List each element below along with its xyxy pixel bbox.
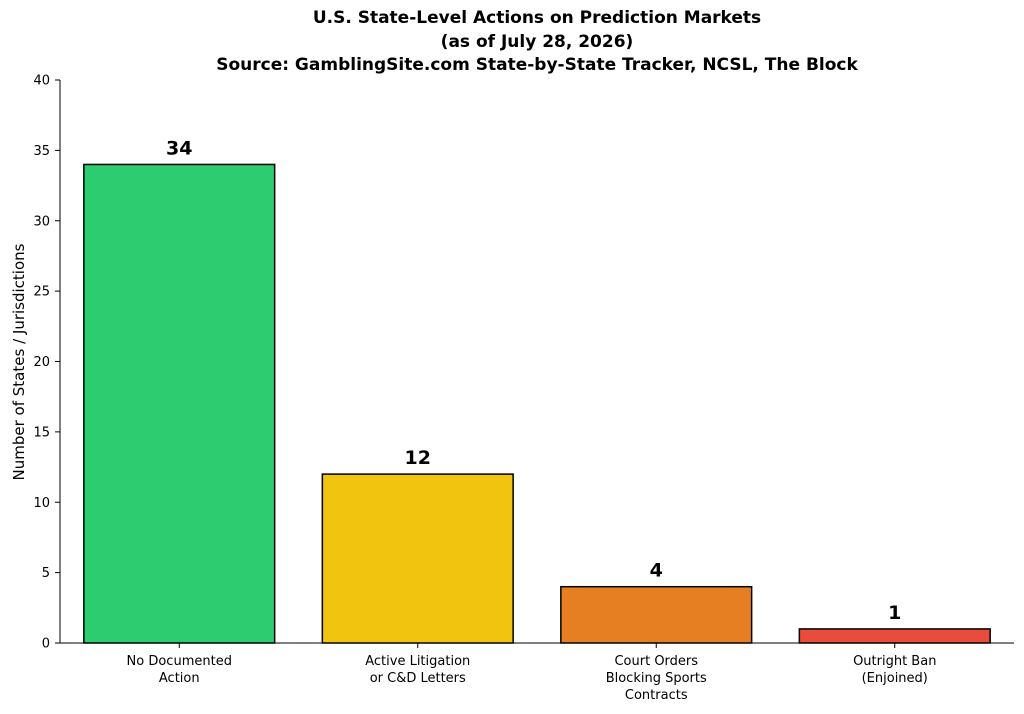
bar: [798, 628, 991, 644]
y-tick-label: 35: [33, 144, 50, 159]
y-tick-label: 40: [33, 74, 50, 89]
y-axis-label: Number of States / Jurisdictions: [10, 243, 28, 480]
chart-title-line: U.S. State-Level Actions on Prediction M…: [313, 8, 761, 28]
y-tick-label: 20: [33, 355, 50, 370]
y-tick-label: 30: [33, 214, 50, 229]
x-tick-label: No Documented Action: [127, 654, 232, 686]
bar: [321, 473, 514, 644]
y-tick-label: 0: [42, 637, 50, 652]
bars: [83, 163, 991, 644]
chart-title-line: (as of July 28, 2026): [441, 32, 634, 52]
y-tick-label: 15: [33, 425, 50, 440]
bar: [560, 585, 753, 644]
value-labels: 34 12 4 1: [166, 137, 901, 623]
y-tick-label: 25: [33, 285, 50, 300]
x-tick-label: Outright Ban (Enjoined): [853, 654, 936, 686]
bar-value-label: 12: [405, 447, 431, 469]
y-tick-label: 10: [33, 496, 50, 511]
bar: [83, 163, 276, 644]
x-axis: No Documented Action Active Litigation or C…: [60, 642, 1014, 703]
chart-title: U.S. State-Level Actions on Prediction M…: [216, 8, 858, 75]
x-tick-label: Court Orders Blocking Sports Contracts: [606, 654, 707, 703]
x-tick-label: Active Litigation or C&D Letters: [365, 654, 470, 686]
bar-value-label: 1: [888, 602, 901, 624]
y-tick-label: 5: [42, 566, 50, 581]
bar-value-label: 4: [650, 560, 663, 582]
y-axis: 0 5 10 15 20 25 30 35 40: [33, 74, 61, 652]
chart-title-line: Source: GamblingSite.com State-by-State …: [216, 55, 858, 75]
bar-value-label: 34: [166, 137, 192, 159]
